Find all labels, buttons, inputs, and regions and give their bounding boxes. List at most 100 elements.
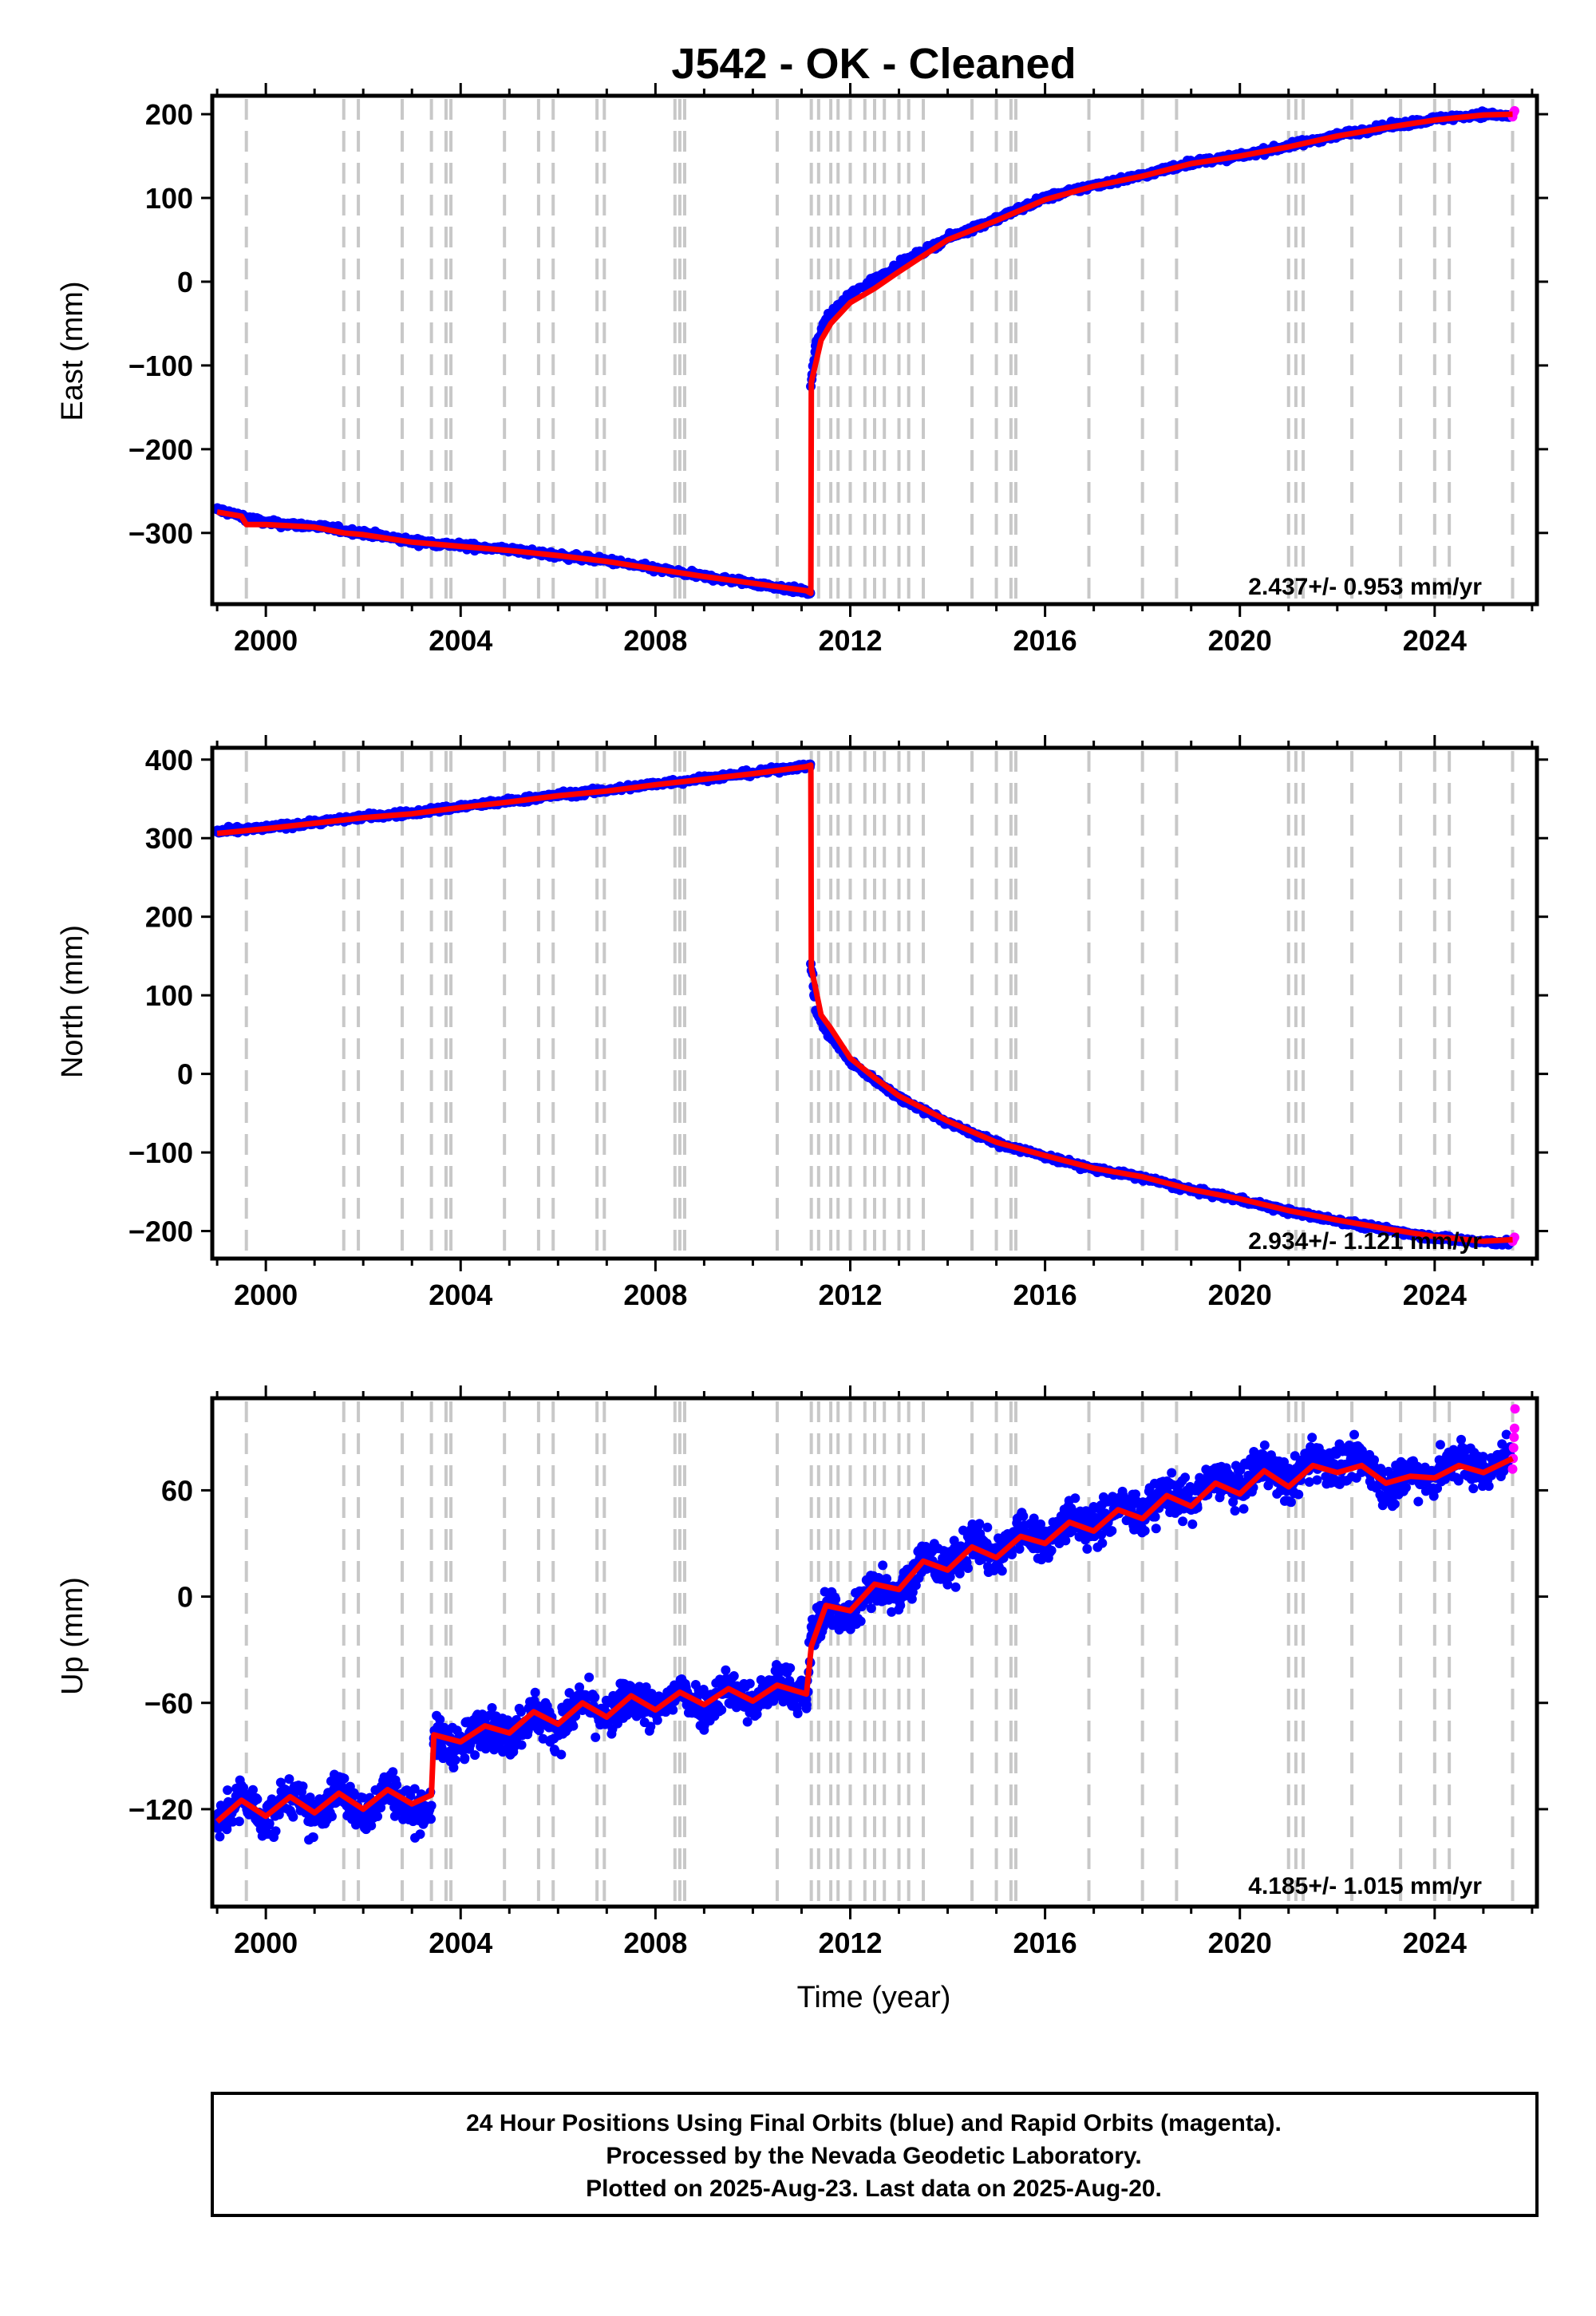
- x-tick-label: 2020: [1208, 624, 1272, 657]
- y-tick-label: −200: [128, 433, 193, 466]
- data-point: [997, 1566, 1007, 1576]
- data-point: [729, 1671, 739, 1682]
- data-point: [792, 1708, 803, 1718]
- x-tick-label: 2012: [818, 1279, 882, 1311]
- data-point: [721, 1665, 731, 1675]
- panel-up: 600−60−120 2000 2004 2008 2012 2016 2020 2024 …: [56, 1385, 1548, 1959]
- data-point: [745, 1678, 755, 1689]
- data-point: [426, 1814, 437, 1824]
- data-point: [1018, 1511, 1029, 1521]
- chart-title: J542 - OK - Cleaned: [671, 40, 1076, 88]
- data-point: [326, 1811, 337, 1821]
- data-point: [392, 1780, 402, 1790]
- data-point: [801, 1700, 812, 1710]
- data-point: [742, 1717, 753, 1727]
- data-point: [252, 1794, 263, 1804]
- data-point: [234, 1816, 244, 1827]
- x-tick-label: 2004: [429, 624, 492, 657]
- y-tick-label: 100: [145, 979, 193, 1012]
- data-point: [1082, 1543, 1092, 1554]
- data-point: [882, 1574, 892, 1584]
- y-tick-label: 400: [145, 744, 193, 777]
- data-point: [1140, 1526, 1150, 1536]
- y-tick-label: 0: [177, 1058, 193, 1091]
- data-point: [1070, 1493, 1080, 1504]
- plot-frame-rect: [210, 93, 1539, 607]
- data-point: [668, 1705, 678, 1715]
- y-tick-label: 200: [145, 901, 193, 934]
- data-point: [308, 1832, 318, 1843]
- data-point: [271, 1826, 281, 1836]
- data-point: [470, 1750, 480, 1761]
- x-tick-label: 2016: [1013, 1279, 1077, 1311]
- x-tick-label: 2024: [1403, 1279, 1467, 1311]
- data-point: [785, 1663, 796, 1674]
- data-point: [223, 1785, 233, 1796]
- y-tick-label: −100: [128, 350, 193, 382]
- trend-line-path: [216, 111, 1513, 596]
- x-tick-label: 2000: [234, 1279, 298, 1311]
- data-point: [963, 1563, 974, 1574]
- data-point: [591, 1732, 601, 1742]
- data-point: [487, 1702, 497, 1713]
- data-point: [247, 1784, 258, 1795]
- data-point: [298, 1781, 308, 1792]
- data-point: [288, 1812, 298, 1822]
- x-ticks: 2000 2004 2008 2012 2016 2020 2024: [215, 83, 1534, 657]
- data-point: [388, 1767, 398, 1777]
- data-point: [982, 1522, 993, 1532]
- x-tick-label: 2008: [623, 624, 687, 657]
- event-lines: [244, 751, 1515, 1255]
- data-point: [831, 1594, 841, 1604]
- rate-label: 2.934+/- 1.121 mm/yr: [1248, 1228, 1482, 1255]
- y-axis-label: North (mm): [56, 925, 89, 1078]
- panel-east: 200 100 0 −100 −200 −300 2000 2004 2008 2012 2016…: [56, 83, 1548, 657]
- event-lines: [244, 99, 1515, 601]
- data-point: [215, 1832, 225, 1842]
- data-point: [866, 1603, 876, 1614]
- data-point: [530, 1687, 540, 1697]
- x-tick-label: 2016: [1013, 624, 1077, 657]
- x-tick-label: 2024: [1403, 624, 1467, 657]
- panel-north: 400 300 200 100 0 −100 −200 2000 2004 2008 2012 20…: [56, 735, 1548, 1311]
- y-tick-label: −100: [128, 1136, 193, 1169]
- data-point: [373, 1811, 383, 1821]
- data-point: [516, 1740, 527, 1750]
- data-point: [954, 1568, 965, 1579]
- x-tick-label: 2020: [1208, 1279, 1272, 1311]
- data-point: [556, 1749, 567, 1760]
- data-point: [222, 1824, 232, 1835]
- data-point-cloud: [212, 106, 1515, 599]
- data-point: [717, 1705, 727, 1715]
- x-tick-label: 2004: [429, 1279, 492, 1311]
- data-point: [1046, 1545, 1057, 1555]
- y-tick-label: 200: [145, 98, 193, 131]
- y-tick-label: 100: [145, 182, 193, 215]
- y-ticks: 200 100 0 −100 −200 −300: [128, 98, 1548, 550]
- data-point: [1107, 1526, 1117, 1536]
- data-point: [878, 1560, 888, 1571]
- y-tick-label: 0: [177, 266, 193, 298]
- data-point: [590, 1692, 600, 1702]
- data-point: [1014, 1543, 1025, 1554]
- y-tick-label: −200: [128, 1215, 193, 1248]
- data-point: [425, 1804, 435, 1815]
- x-tick-label: 2000: [234, 624, 298, 657]
- data-point: [460, 1753, 470, 1763]
- data-point: [568, 1721, 579, 1731]
- data-point: [584, 1672, 595, 1682]
- rate-label: 2.437+/- 0.953 mm/yr: [1248, 574, 1482, 600]
- data-point: [339, 1773, 350, 1784]
- data-point: [855, 1616, 866, 1626]
- x-tick-label: 2008: [623, 1279, 687, 1311]
- plot-frame: [210, 93, 1539, 607]
- data-point: [1097, 1538, 1108, 1548]
- y-tick-label: 300: [145, 822, 193, 855]
- y-tick-label: −300: [128, 517, 193, 550]
- x-tick-label: 2012: [818, 624, 882, 657]
- data-point: [415, 1829, 425, 1840]
- trend-line: [216, 111, 1513, 596]
- y-axis-label: East (mm): [56, 281, 89, 421]
- data-point: [950, 1582, 961, 1592]
